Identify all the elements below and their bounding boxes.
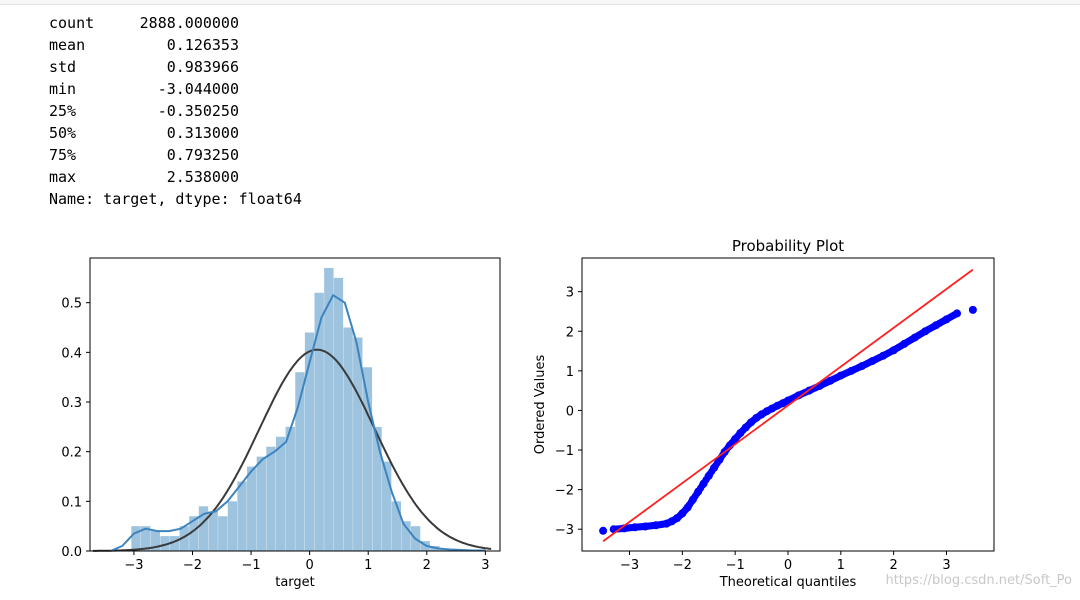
y-tick-label: 0 (566, 404, 574, 419)
histogram-bar (304, 332, 315, 551)
x-tick-label: 3 (942, 558, 950, 573)
describe-row: min -3.044000 (49, 78, 302, 100)
x-tick-label: −1 (726, 558, 745, 573)
y-tick-label: 1 (566, 365, 574, 380)
histogram-bar (401, 521, 411, 551)
histogram-bar (140, 526, 151, 551)
describe-value: -3.044000 (157, 80, 239, 98)
y-tick-label: 0.2 (61, 446, 82, 461)
histogram-bar (179, 526, 189, 551)
describe-value: -0.350250 (157, 102, 239, 120)
histogram-bar (391, 501, 401, 551)
data-point (952, 310, 960, 318)
data-point (968, 305, 977, 314)
y-axis-label: Ordered Values (533, 355, 548, 455)
x-axis-label: Theoretical quantiles (719, 575, 857, 590)
describe-row: 25% -0.350250 (49, 100, 302, 122)
kde-line (110, 294, 486, 552)
histogram-bar (275, 436, 286, 551)
plot-frame (89, 257, 501, 552)
x-tick-label: 3 (481, 558, 489, 573)
probability-plot-chart: −3 −2 −1 0 1 2 3 −3 −2 −1 0 1 2 3 Probability Plot Theo… (533, 237, 995, 590)
describe-key: count (49, 14, 95, 32)
histogram-bar (160, 536, 170, 551)
histogram-bar (372, 426, 382, 551)
x-tick-label: −1 (241, 558, 260, 573)
y-tick-label: 0.4 (61, 346, 82, 361)
histogram-bar (343, 327, 353, 551)
histogram-bar (295, 372, 305, 551)
x-tick-label: 0 (784, 558, 792, 573)
describe-row: count 2888.000000 (49, 12, 302, 34)
describe-row: max 2.538000 (49, 166, 302, 188)
histogram-bar (227, 501, 238, 551)
x-tick-label: −2 (673, 558, 692, 573)
describe-value: 2.538000 (166, 168, 239, 186)
histogram-bar (266, 446, 276, 551)
y-tick-label: 0.3 (61, 396, 82, 411)
describe-row: mean 0.126353 (49, 34, 302, 56)
histogram-bar (218, 516, 228, 551)
histogram-bar (131, 526, 141, 551)
x-tick-label: 2 (890, 558, 898, 573)
y-tick-label: 0.0 (61, 545, 82, 560)
describe-row: 75% 0.793250 (49, 144, 302, 166)
histogram-bar (362, 367, 373, 551)
describe-row: 50% 0.313000 (49, 122, 302, 144)
describe-value: 2888.000000 (139, 14, 239, 32)
y-tick-label: −2 (555, 484, 574, 499)
describe-value: 0.126353 (166, 36, 239, 54)
y-tick-label: 3 (566, 286, 574, 301)
describe-key: max (49, 168, 77, 186)
histogram-bar (382, 461, 392, 551)
describe-key: 25% (49, 102, 77, 120)
y-tick-label: 0.5 (61, 297, 82, 312)
x-tick-label: 0 (306, 558, 314, 573)
describe-value: 0.983966 (166, 58, 239, 76)
describe-row: std 0.983966 (49, 56, 302, 78)
histogram-bar (169, 536, 180, 551)
describe-key: std (49, 58, 77, 76)
cell-top-border (0, 0, 1080, 5)
chart-title: Probability Plot (732, 237, 844, 255)
histogram-bar (353, 337, 363, 551)
x-tick-label: 2 (423, 558, 431, 573)
histogram-bar (189, 516, 199, 551)
describe-rows: count 2888.000000 mean 0.126353 std 0.983966 m… (49, 12, 302, 188)
describe-output: count 2888.000000 mean 0.126353 std 0.983966 m… (49, 12, 302, 210)
histogram-bar (198, 506, 209, 551)
histogram-bar (333, 277, 344, 551)
normal-fit-line (92, 348, 492, 552)
x-tick-label: −3 (124, 558, 143, 573)
y-tick-label: 0.1 (61, 495, 82, 510)
describe-footer: Name: target, dtype: float64 (49, 190, 302, 208)
histogram-bar (314, 292, 324, 551)
x-tick-label: −2 (183, 558, 202, 573)
histogram-bar (285, 426, 295, 551)
data-point (599, 526, 608, 535)
y-tick-label: −1 (555, 444, 574, 459)
x-tick-label: −3 (620, 558, 639, 573)
histogram-bar (324, 267, 334, 551)
describe-key: mean (49, 36, 86, 54)
histogram-bar (208, 511, 218, 551)
describe-key: 75% (49, 146, 77, 164)
describe-value: 0.793250 (166, 146, 239, 164)
describe-key: min (49, 80, 77, 98)
fit-line (602, 268, 974, 542)
watermark: https://blog.csdn.net/Soft_Po (885, 573, 1072, 588)
x-axis-label: target (275, 575, 315, 590)
histogram-bar (256, 456, 267, 551)
histogram-bar (150, 531, 160, 551)
histogram-bar (247, 466, 257, 551)
x-tick-label: 1 (364, 558, 372, 573)
describe-value: 0.313000 (166, 124, 239, 142)
y-tick-label: 2 (566, 325, 574, 340)
x-tick-label: 1 (837, 558, 845, 573)
histogram-bar (237, 481, 247, 551)
describe-key: 50% (49, 124, 77, 142)
distribution-chart: −3 −2 −1 0 1 2 3 0.0 0.1 0.2 0.3 0.4 0.5 target (61, 257, 501, 590)
y-tick-label: −3 (555, 523, 574, 538)
